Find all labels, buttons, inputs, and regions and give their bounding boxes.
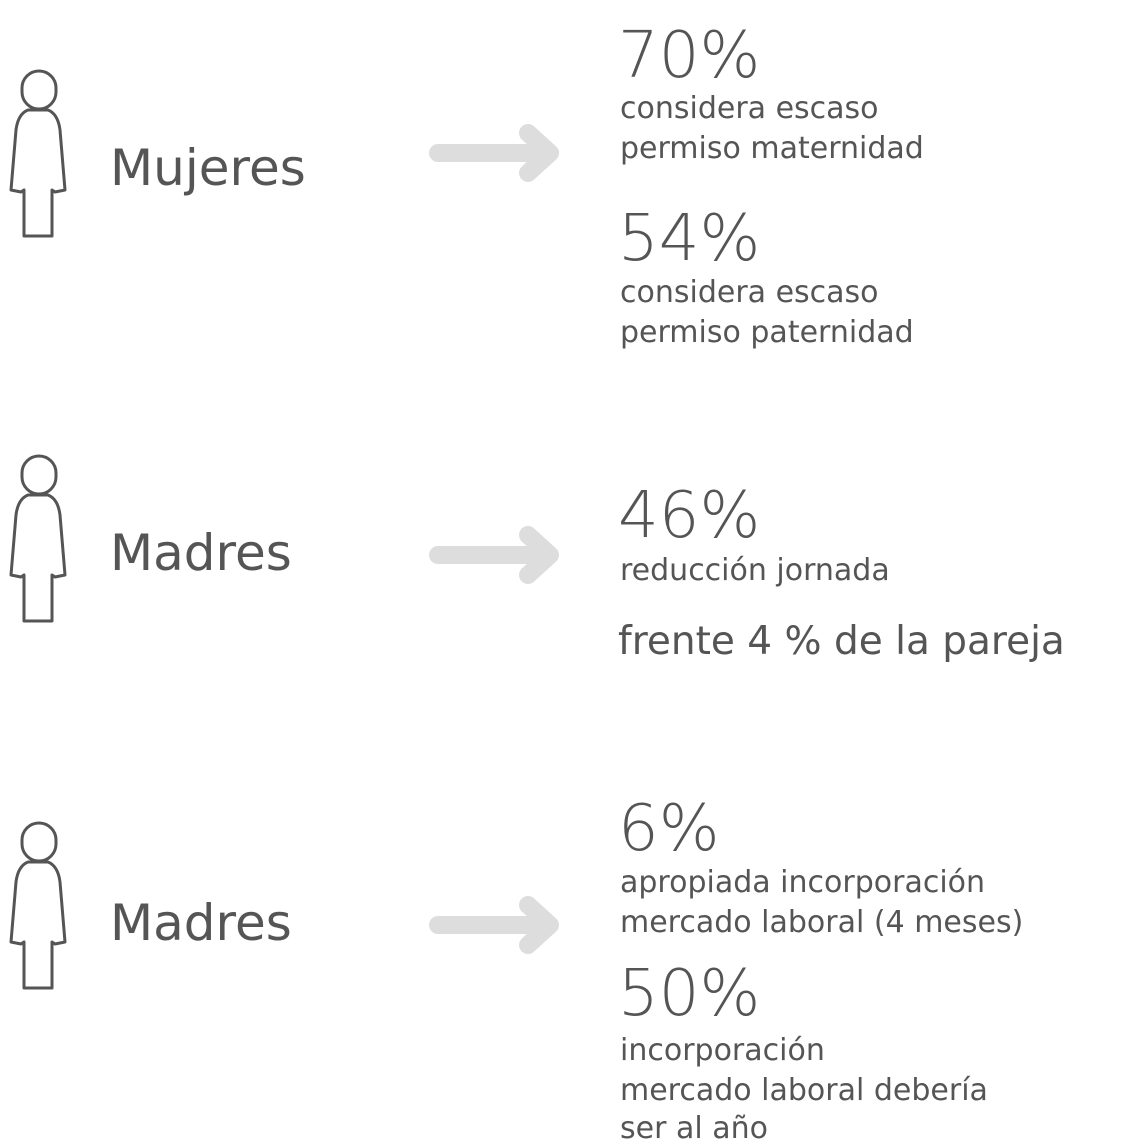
row-label: Madres xyxy=(110,524,292,582)
icon-body xyxy=(9,493,67,623)
stat-value: 54% xyxy=(618,202,760,276)
icon-head xyxy=(20,821,58,863)
icon-head xyxy=(20,69,58,111)
icon-head xyxy=(20,454,58,496)
stat-description: incorporación xyxy=(620,1033,825,1068)
arrow xyxy=(429,526,559,584)
stat-description: reducción jornada xyxy=(620,553,890,588)
stat-description: considera escaso xyxy=(620,275,879,310)
person-icon xyxy=(9,821,67,990)
icon-body xyxy=(9,108,67,238)
stat-description: mercado laboral (4 meses) xyxy=(620,905,1023,940)
row-label: Madres xyxy=(110,894,292,952)
row-label: Mujeres xyxy=(110,139,306,197)
stat-value: 6% xyxy=(618,792,720,866)
stat-description: considera escaso xyxy=(620,91,879,126)
arrow xyxy=(429,896,559,954)
stat-description: apropiada incorporación xyxy=(620,865,985,900)
stat-value: 50% xyxy=(618,957,760,1031)
stat-value: 70% xyxy=(618,19,760,93)
stat-description: ser al año xyxy=(620,1111,768,1146)
stat-description: mercado laboral debería xyxy=(620,1073,988,1108)
stat-description: permiso paternidad xyxy=(620,315,914,350)
stat-value: 46% xyxy=(618,479,760,553)
arrow xyxy=(429,124,559,182)
icon-body xyxy=(9,860,67,990)
person-icon xyxy=(9,69,67,238)
stat-note: frente 4 % de la pareja xyxy=(618,619,1065,664)
stat-description: permiso maternidad xyxy=(620,131,924,166)
person-icon xyxy=(9,454,67,623)
